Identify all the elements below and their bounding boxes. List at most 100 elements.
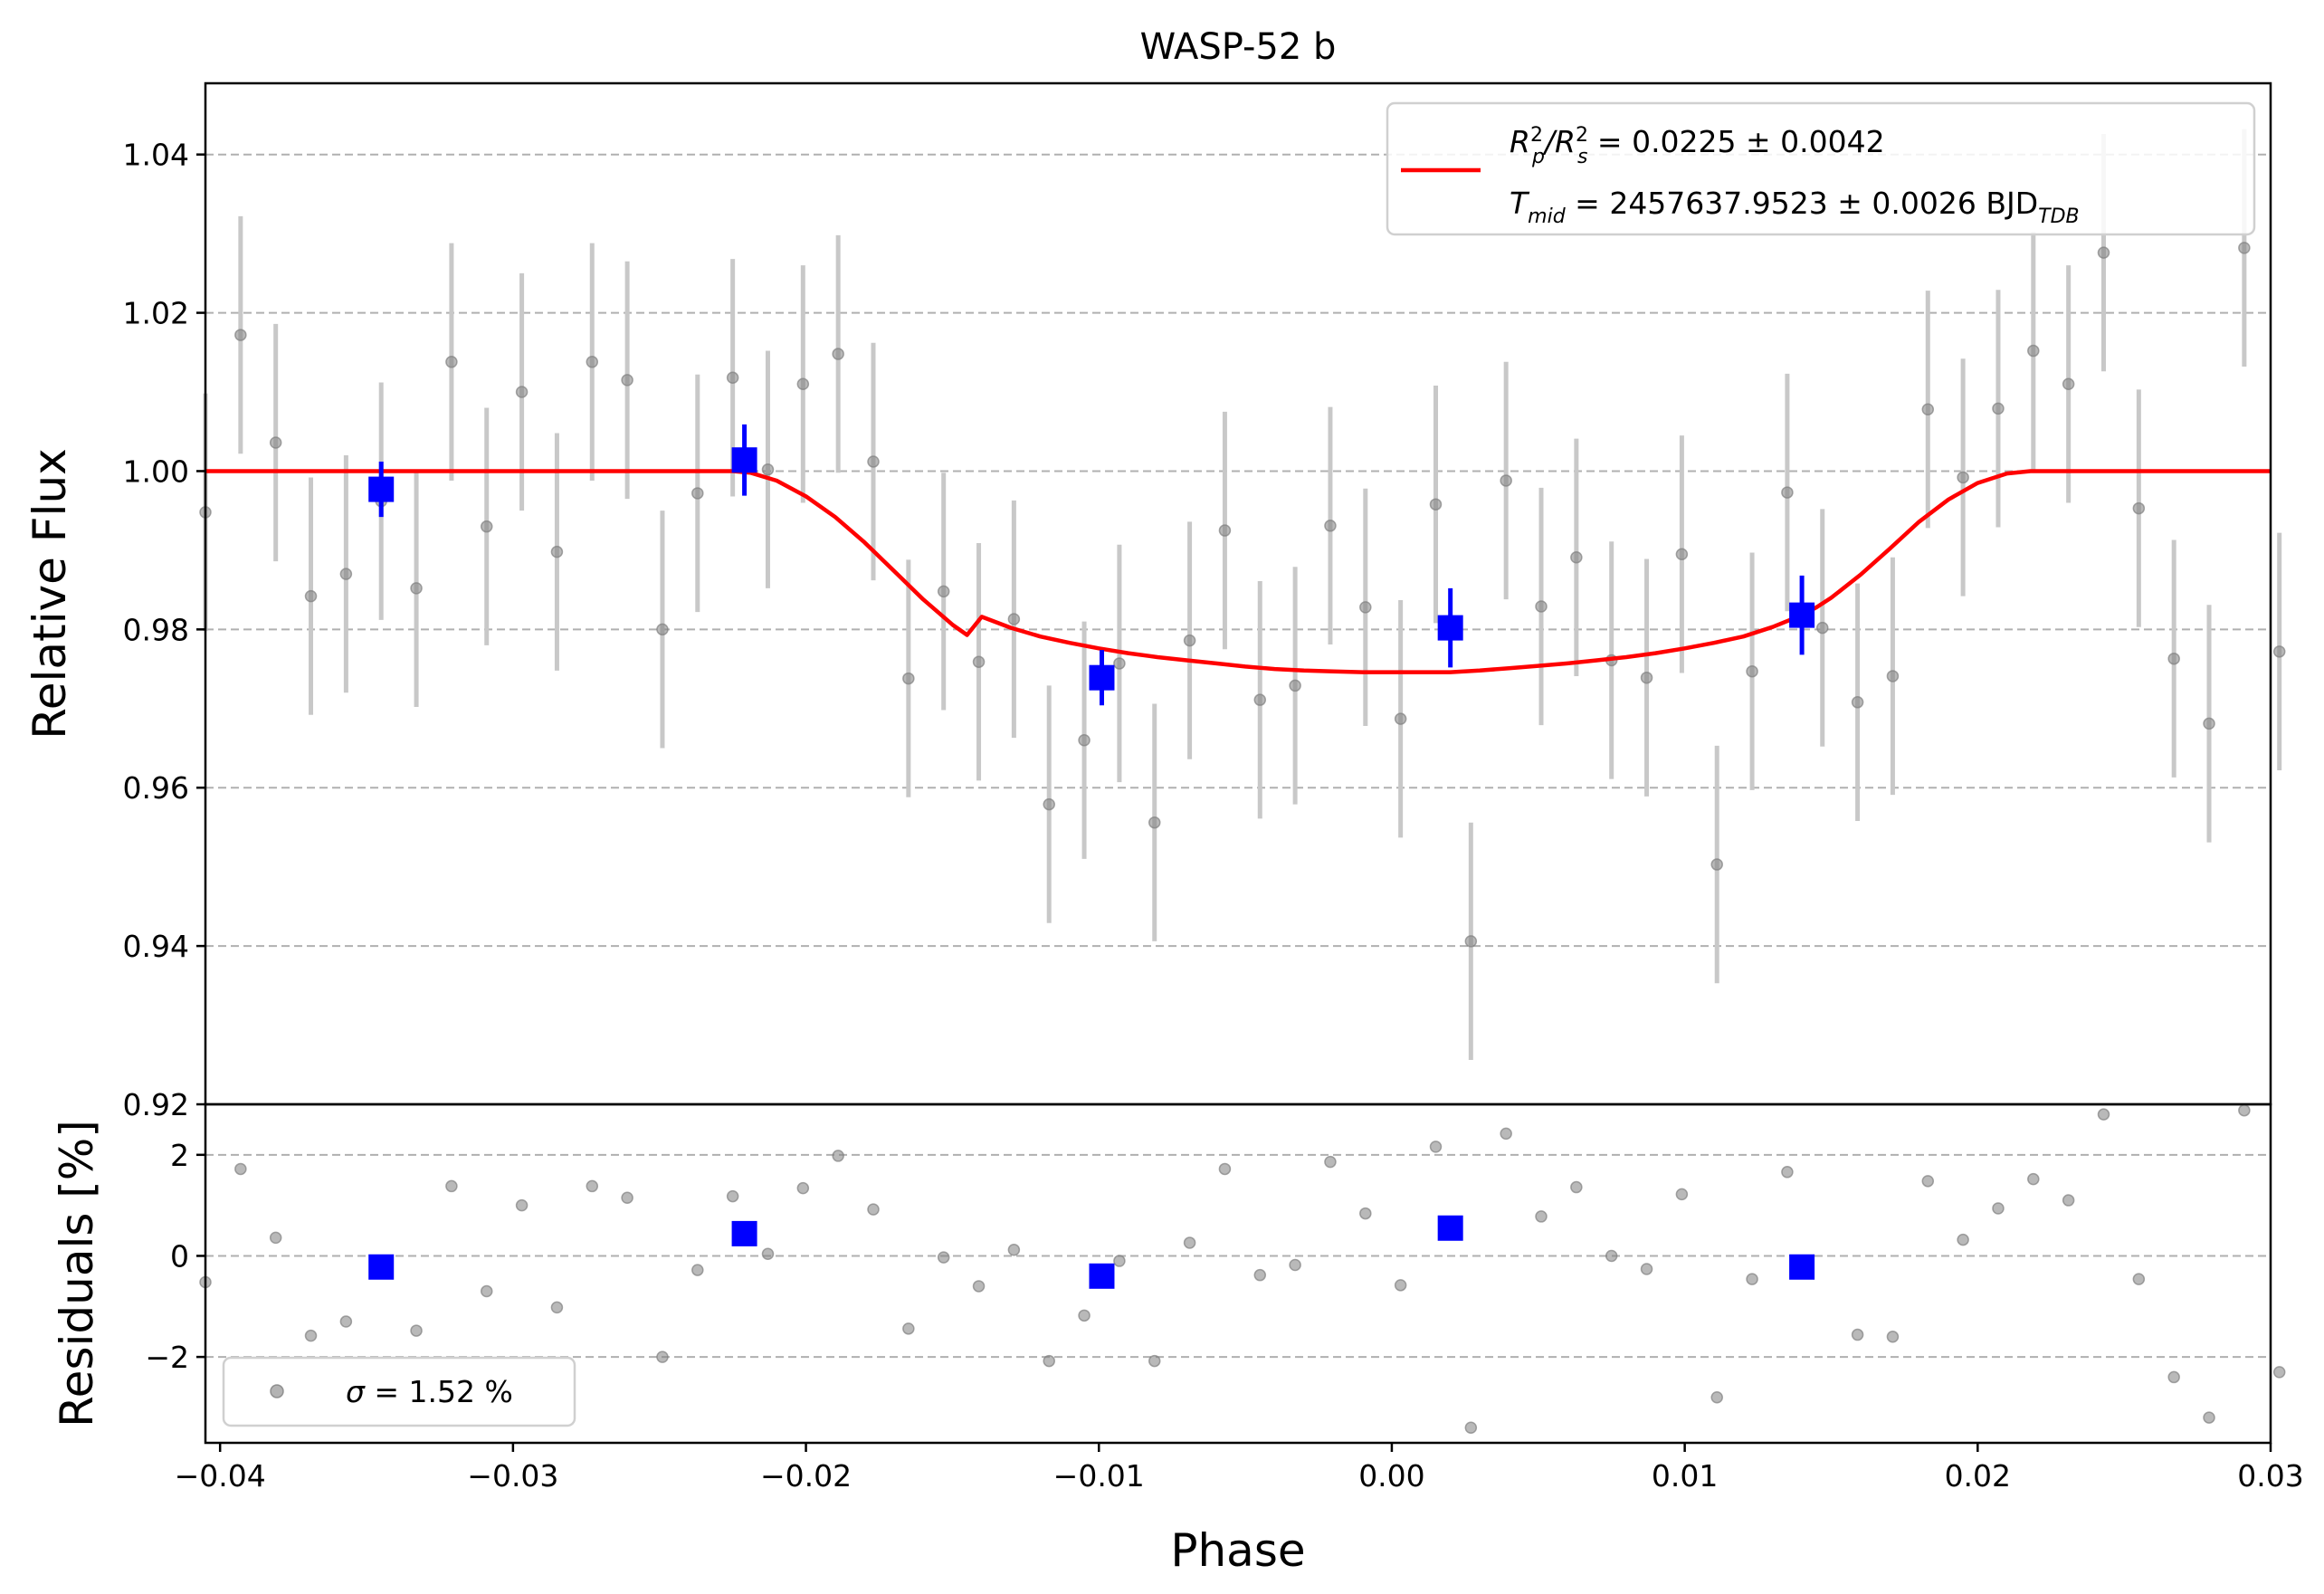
flux-data-point bbox=[691, 487, 704, 500]
flux-y-tick-label: 0.98 bbox=[123, 612, 189, 647]
residual-point bbox=[621, 1191, 633, 1205]
residual-point bbox=[867, 1203, 880, 1216]
residual-point bbox=[1464, 1421, 1478, 1435]
x-tick-label: −0.03 bbox=[467, 1458, 558, 1494]
residual-point bbox=[1992, 1202, 2005, 1215]
residual-point bbox=[1324, 1155, 1337, 1169]
residual-point bbox=[1535, 1210, 1548, 1223]
binned-residual-point bbox=[1789, 1254, 1815, 1280]
residual-point bbox=[480, 1284, 493, 1298]
residual-point bbox=[1289, 1258, 1301, 1272]
residuals-y-axis-label: Residuals [%] bbox=[51, 1120, 103, 1427]
flux-data-point bbox=[339, 568, 353, 580]
flux-data-point bbox=[1710, 858, 1723, 871]
flux-data-point bbox=[2167, 652, 2180, 665]
binned-point bbox=[731, 447, 757, 473]
residual-point bbox=[937, 1251, 950, 1264]
residuals-panel: −2 0 2 −0.04 −0.03 −0.02 −0.01 0.00 0.01 0.02 0.0… bbox=[51, 1102, 2304, 1577]
binned-point bbox=[368, 476, 395, 502]
x-tick-label: 0.00 bbox=[1358, 1458, 1424, 1494]
residual-point bbox=[761, 1247, 775, 1260]
legend-depth-entry: R2 p/R2 s = 0.0225 ± 0.0042 bbox=[1510, 124, 1885, 169]
flux-data-point bbox=[867, 455, 880, 468]
residual-point bbox=[1851, 1328, 1864, 1341]
residual-point bbox=[1957, 1233, 1969, 1246]
residuals-y-axis-ticks: −2 0 2 bbox=[145, 1138, 205, 1375]
flux-data-point bbox=[937, 585, 950, 598]
binned-residual-point bbox=[1089, 1263, 1115, 1289]
residual-point bbox=[2238, 1103, 2251, 1117]
flux-data-point bbox=[2097, 246, 2110, 259]
flux-y-tick-label: 0.92 bbox=[123, 1087, 189, 1122]
flux-data-point bbox=[726, 371, 739, 385]
flux-data-point bbox=[761, 463, 775, 476]
flux-data-point bbox=[2027, 344, 2040, 358]
residual-point bbox=[656, 1351, 669, 1363]
flux-data-point bbox=[1816, 621, 1829, 635]
x-tick-label: 0.02 bbox=[1945, 1458, 2011, 1494]
residual-point bbox=[2272, 1366, 2286, 1379]
flux-data-point bbox=[1535, 600, 1548, 613]
x-tick-label: −0.04 bbox=[175, 1458, 266, 1494]
residual-point bbox=[1640, 1263, 1653, 1275]
residual-point bbox=[1429, 1141, 1443, 1153]
residual-point bbox=[691, 1264, 704, 1276]
residual-point bbox=[550, 1301, 564, 1314]
residual-point bbox=[1710, 1391, 1723, 1404]
residual-point bbox=[2062, 1194, 2075, 1207]
residual-point bbox=[832, 1150, 844, 1162]
residual-point bbox=[1886, 1331, 1900, 1343]
legend-data-swatch bbox=[270, 1384, 284, 1398]
model-curve-line bbox=[205, 469, 2271, 674]
flux-data-point bbox=[1324, 520, 1337, 532]
flux-data-point bbox=[480, 520, 493, 533]
residual-point bbox=[304, 1329, 318, 1342]
flux-data-point bbox=[1464, 935, 1478, 948]
binned-residual-point bbox=[731, 1220, 757, 1246]
flux-y-tick-label: 1.00 bbox=[123, 453, 189, 489]
flux-panel: WASP-52 b 0.92 0.94 0.96 0.98 1.00 1.02 1.04 R… bbox=[24, 26, 2286, 1122]
residual-point bbox=[269, 1231, 282, 1245]
x-tick-label: −0.02 bbox=[760, 1458, 852, 1494]
flux-data-point bbox=[796, 377, 810, 391]
flux-data-point bbox=[2272, 645, 2286, 658]
residual-point bbox=[1218, 1162, 1232, 1176]
residuals-legend-box bbox=[222, 1356, 576, 1427]
flux-gridlines bbox=[205, 153, 2271, 1105]
residual-point bbox=[902, 1322, 915, 1335]
x-tick-label: 0.03 bbox=[2237, 1458, 2303, 1494]
flux-data-point bbox=[1007, 613, 1021, 625]
flux-data-point bbox=[1500, 474, 1512, 487]
residual-point bbox=[1359, 1207, 1372, 1220]
residual-point bbox=[972, 1280, 986, 1293]
flux-model-curve bbox=[205, 469, 2271, 674]
residual-point bbox=[2203, 1411, 2215, 1424]
flux-data-point bbox=[972, 655, 986, 668]
flux-data-point bbox=[1570, 551, 1583, 564]
flux-data-point bbox=[1886, 670, 1900, 682]
residual-point bbox=[1921, 1175, 1935, 1188]
residual-point bbox=[1007, 1244, 1021, 1256]
flux-data-point bbox=[1253, 693, 1267, 706]
flux-data-point bbox=[2062, 377, 2075, 391]
flux-data-point bbox=[234, 329, 247, 341]
flux-data-point bbox=[1218, 524, 1232, 537]
flux-data-point bbox=[621, 374, 633, 387]
x-axis-label: Phase bbox=[1170, 1524, 1305, 1577]
flux-data-point bbox=[1675, 548, 1689, 561]
binned-residual-point bbox=[1437, 1215, 1463, 1241]
residual-point bbox=[1148, 1354, 1161, 1368]
flux-data-point bbox=[1113, 657, 1126, 670]
residuals-binned-points bbox=[368, 1215, 1815, 1289]
residual-point bbox=[1605, 1249, 1618, 1263]
residual-point bbox=[339, 1315, 353, 1328]
binned-point bbox=[1089, 664, 1115, 691]
flux-data-point bbox=[1992, 402, 2005, 415]
flux-y-tick-label: 1.02 bbox=[123, 296, 189, 331]
flux-data-point bbox=[902, 672, 915, 685]
flux-data-point bbox=[1289, 679, 1301, 692]
residual-point bbox=[234, 1162, 247, 1176]
residual-point bbox=[726, 1189, 739, 1203]
flux-data-point bbox=[445, 356, 458, 368]
